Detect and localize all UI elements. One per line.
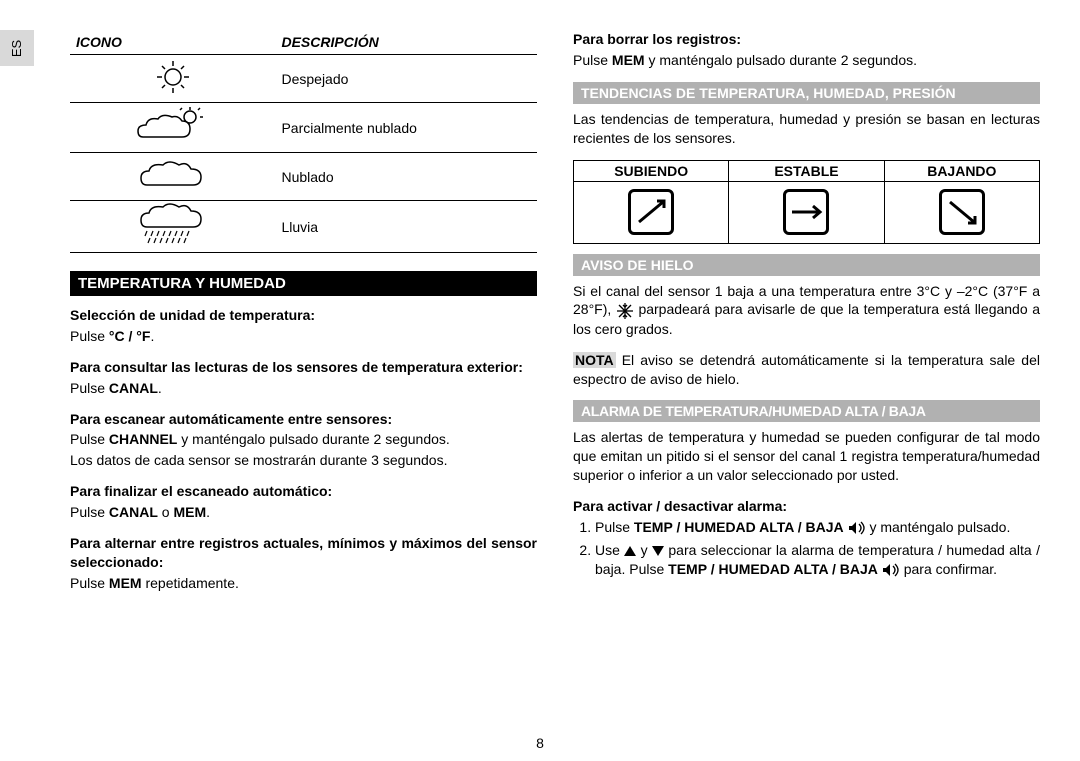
- partly-cloudy-icon: [128, 134, 218, 150]
- label-consult: Para consultar las lecturas de los senso…: [70, 359, 523, 375]
- col-header-icon: ICONO: [70, 30, 275, 55]
- scan-duration-text: Los datos de cada sensor se mostrarán du…: [70, 451, 537, 470]
- language-code: ES: [10, 39, 25, 56]
- down-triangle-icon: [652, 546, 664, 556]
- section-header-temp-hum: TEMPERATURA Y HUMEDAD: [70, 271, 537, 296]
- th-falling: BAJANDO: [884, 160, 1039, 181]
- label-end-scan: Para finalizar el escaneado automático:: [70, 483, 332, 499]
- cell-desc: Despejado: [275, 55, 537, 103]
- cell-desc: Parcialmente nublado: [275, 103, 537, 153]
- label-scan: Para escanear automáticamente entre sens…: [70, 411, 392, 427]
- section-header-ice: AVISO DE HIELO: [573, 254, 1040, 276]
- th-steady: ESTABLE: [729, 160, 884, 181]
- label-select-unit: Selección de unidad de temperatura:: [70, 307, 315, 323]
- page-content: ICONO DESCRIPCIÓN Despejado: [0, 0, 1080, 615]
- table-row: Nublado: [70, 153, 537, 201]
- ice-text: Si el canal del sensor 1 baja a una temp…: [573, 282, 1040, 339]
- label-clear: Para borrar los registros:: [573, 31, 741, 47]
- right-column: Para borrar los registros: Pulse MEM y m…: [573, 30, 1040, 605]
- note-text: NOTA El aviso se detendrá automáticament…: [573, 351, 1040, 389]
- table-row: Parcialmente nublado: [70, 103, 537, 153]
- left-column: ICONO DESCRIPCIÓN Despejado: [70, 30, 537, 605]
- table-row: Lluvia: [70, 201, 537, 253]
- section-header-alarm: ALARMA DE TEMPERATURA/HUMEDAD ALTA / BAJ…: [573, 400, 1040, 422]
- section-header-trends: TENDENCIAS DE TEMPERATURA, HUMEDAD, PRES…: [573, 82, 1040, 104]
- th-rising: SUBIENDO: [574, 160, 729, 181]
- speaker-icon: [848, 521, 866, 535]
- page-number: 8: [0, 735, 1080, 751]
- label-toggle: Para alternar entre registros actuales, …: [70, 535, 537, 570]
- list-item: Use y para seleccionar la alarma de temp…: [595, 541, 1040, 579]
- cell-desc: Nublado: [275, 153, 537, 201]
- sun-icon: [151, 83, 195, 99]
- snowflake-icon: [616, 302, 634, 320]
- note-label: NOTA: [573, 352, 616, 368]
- activate-steps: Pulse TEMP / HUMEDAD ALTA / BAJA y manté…: [573, 518, 1040, 579]
- trends-text: Las tendencias de temperatura, humedad y…: [573, 110, 1040, 148]
- label-activate: Para activar / desactivar alarma:: [573, 498, 787, 514]
- trend-rising-icon: [628, 189, 674, 235]
- cell-desc: Lluvia: [275, 201, 537, 253]
- col-header-desc: DESCRIPCIÓN: [275, 30, 537, 55]
- up-triangle-icon: [624, 546, 636, 556]
- speaker-icon: [882, 563, 900, 577]
- trend-falling-icon: [939, 189, 985, 235]
- cloudy-icon: [133, 180, 213, 196]
- trend-steady-icon: [783, 189, 829, 235]
- table-row: Despejado: [70, 55, 537, 103]
- alarm-text: Las alertas de temperatura y humedad se …: [573, 428, 1040, 485]
- list-item: Pulse TEMP / HUMEDAD ALTA / BAJA y manté…: [595, 518, 1040, 537]
- language-tab: ES: [0, 30, 34, 66]
- rain-icon: [133, 234, 213, 250]
- weather-icon-table: ICONO DESCRIPCIÓN Despejado: [70, 30, 537, 253]
- trend-table: SUBIENDO ESTABLE BAJANDO: [573, 160, 1040, 244]
